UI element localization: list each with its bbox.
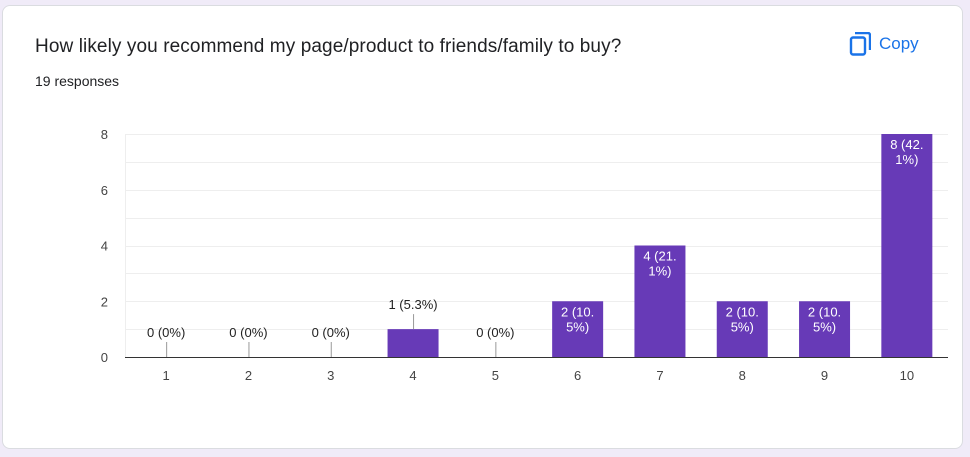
response-count: 19 responses <box>35 73 120 89</box>
x-tick-label: 10 <box>900 368 914 383</box>
copy-icon <box>849 32 871 56</box>
data-label: 2 (10. <box>561 304 594 319</box>
x-tick-label: 6 <box>574 368 581 383</box>
bar-9 <box>799 301 851 357</box>
x-tick-label: 5 <box>492 368 499 383</box>
bar-6 <box>552 301 604 357</box>
bar-10 <box>881 134 933 357</box>
x-tick-label: 1 <box>163 368 170 383</box>
chart-bars <box>387 134 933 357</box>
data-label: 2 (10. <box>726 304 759 319</box>
data-label: 0 (0%) <box>476 325 514 340</box>
bar-7 <box>634 245 686 357</box>
y-tick-label: 2 <box>101 294 108 309</box>
response-card: How likely you recommend my page/product… <box>2 5 963 449</box>
data-label: 0 (0%) <box>229 325 267 340</box>
x-tick-label: 7 <box>656 368 663 383</box>
x-tick-label: 3 <box>327 368 334 383</box>
data-label: 8 (42. <box>890 137 923 152</box>
copy-button[interactable]: Copy <box>841 26 927 62</box>
x-tick-label: 4 <box>409 368 416 383</box>
x-tick-label: 8 <box>739 368 746 383</box>
question-title: How likely you recommend my page/product… <box>35 36 622 57</box>
data-label: 5%) <box>731 319 754 334</box>
data-label: 1 (5.3%) <box>388 297 437 312</box>
bar-8 <box>716 301 768 357</box>
y-tick-label: 6 <box>101 183 108 198</box>
copy-button-label: Copy <box>879 34 919 53</box>
y-tick-label: 4 <box>101 239 108 254</box>
y-tick-label: 8 <box>101 127 108 142</box>
data-label: 1%) <box>648 264 671 279</box>
data-label: 2 (10. <box>808 304 841 319</box>
x-tick-label: 2 <box>245 368 252 383</box>
data-label: 0 (0%) <box>312 325 350 340</box>
data-label: 4 (21. <box>643 249 676 264</box>
data-label: 5%) <box>566 319 589 334</box>
data-label: 1%) <box>895 152 918 167</box>
x-tick-label: 9 <box>821 368 828 383</box>
bar-4 <box>387 329 439 357</box>
y-tick-label: 0 <box>101 350 108 365</box>
data-label: 5%) <box>813 319 836 334</box>
data-label: 0 (0%) <box>147 325 185 340</box>
